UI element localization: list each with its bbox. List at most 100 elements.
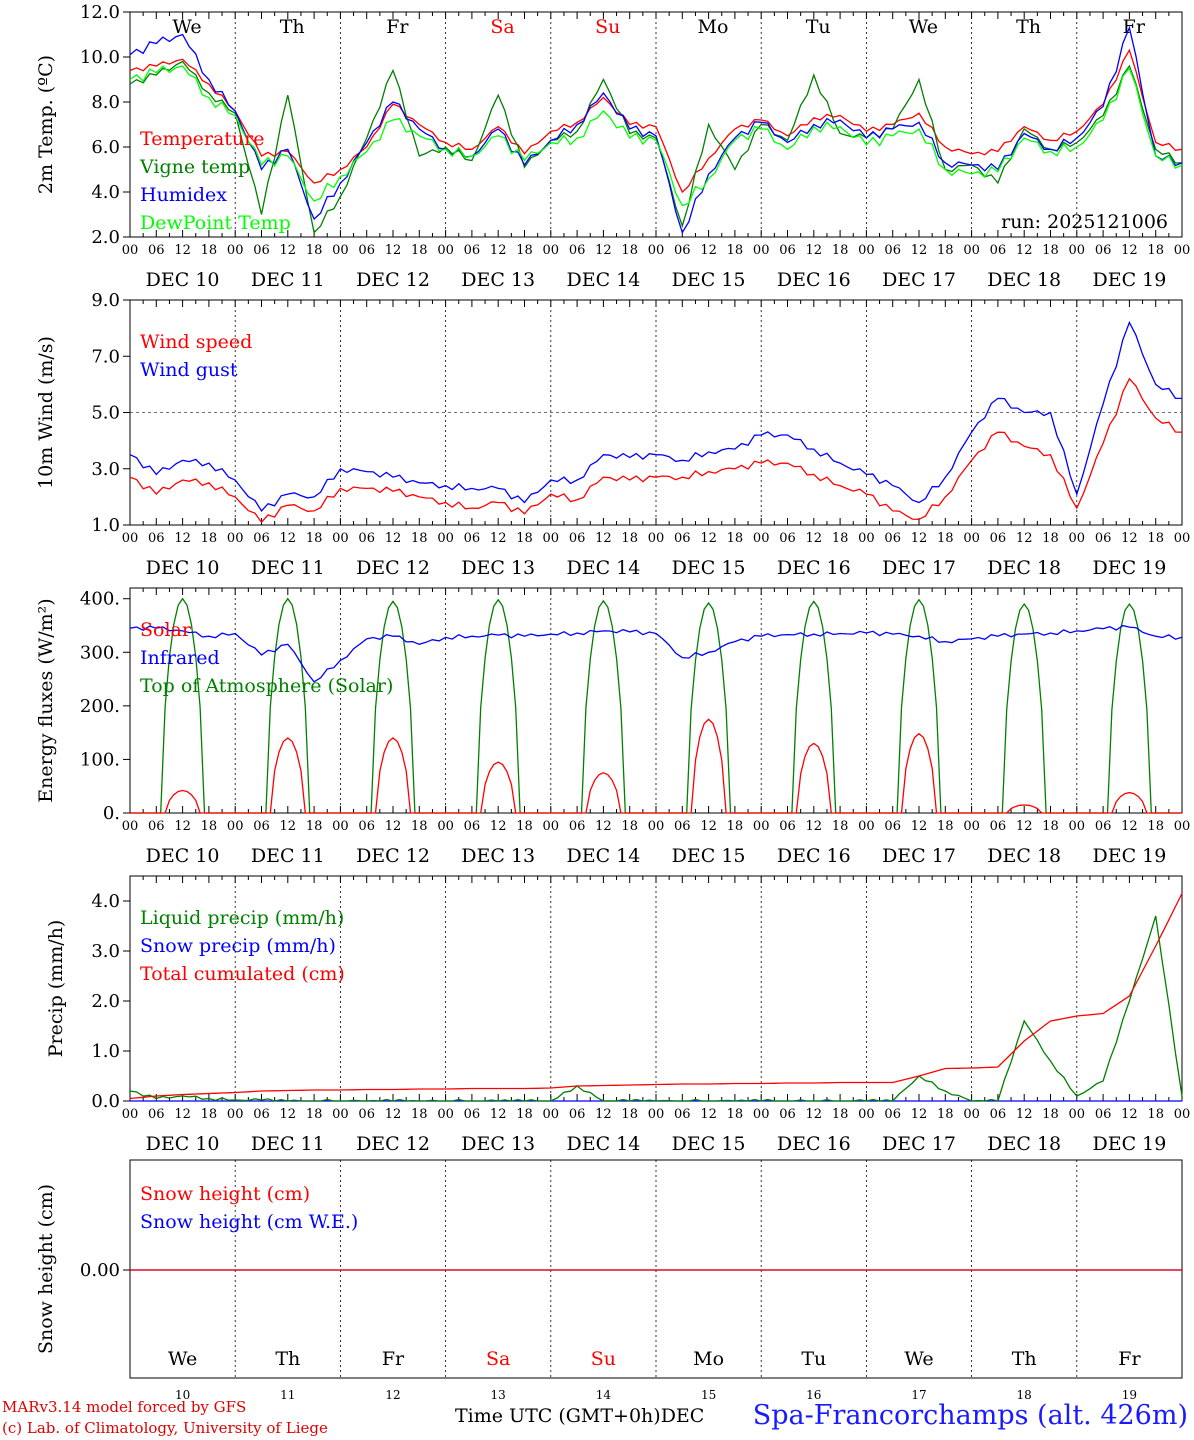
x-tick-label: 12 (385, 819, 402, 834)
legend-snow-precip-mm-h-: Snow precip (mm/h) (140, 935, 336, 957)
x-tick-label: 06 (569, 819, 586, 834)
x-tick-label: 18 (727, 819, 744, 834)
solar-series (130, 718, 1182, 814)
y-tick-label: 10.0 (80, 47, 120, 68)
y-tick-label: 2.0 (91, 991, 120, 1012)
date-label: DEC 10 (146, 557, 220, 579)
x-tick-label: 18 (727, 243, 744, 258)
x-tick-label: 06 (990, 1107, 1007, 1122)
weekday-label: Fr (386, 16, 409, 38)
x-tick-label: 00 (332, 1107, 349, 1122)
wind-series-1 (129, 377, 1183, 524)
weekday-label: Th (280, 16, 305, 38)
x-tick-label: 00 (122, 243, 139, 258)
x-tick-label: 00 (1174, 819, 1191, 834)
legend-wind-speed: Wind speed (140, 331, 252, 353)
legend-liquid-precip-mm-h-: Liquid precip (mm/h) (140, 907, 344, 929)
x-tick-label: 00 (227, 1107, 244, 1122)
date-label: DEC 19 (1092, 557, 1166, 579)
x-tick-label: 00 (648, 1107, 665, 1122)
x-tick-label: 12 (385, 1107, 402, 1122)
y-tick-label: 0.00 (80, 1260, 120, 1281)
x-tick-label: 00 (1069, 1107, 1086, 1122)
weekday-label: Sa (486, 1348, 510, 1370)
x-tick-label: 00 (437, 1107, 454, 1122)
weekday-label: Tu (801, 1348, 826, 1370)
x-tick-label: 06 (253, 819, 270, 834)
date-label: DEC 13 (461, 1133, 535, 1155)
x-tick-label: 06 (464, 819, 481, 834)
x-tick-label: 06 (569, 243, 586, 258)
legend-humidex: Humidex (140, 184, 227, 206)
x-tick-label: 06 (1095, 531, 1112, 546)
x-tick-label: 00 (543, 531, 560, 546)
x-tick-label: 00 (858, 243, 875, 258)
y-tick-label: 1.0 (91, 515, 120, 536)
x-tick-label: 06 (990, 531, 1007, 546)
date-label: DEC 17 (882, 845, 956, 867)
x-tick-label: 00 (437, 243, 454, 258)
y-tick-label: 8.0 (91, 92, 120, 113)
x-tick-label: 06 (1095, 819, 1112, 834)
day-number: 19 (1122, 1388, 1137, 1402)
x-tick-label: 06 (358, 531, 375, 546)
weekday-label: Fr (382, 1348, 405, 1370)
weekday-label: Su (595, 16, 620, 38)
infrared-series (129, 624, 1183, 683)
y-tick-label: 4.0 (91, 182, 120, 203)
legend-vigne-temp: Vigne temp (139, 156, 250, 178)
x-tick-label: 06 (358, 1107, 375, 1122)
weekday-label: Sa (490, 16, 514, 38)
x-tick-label: 18 (1147, 819, 1164, 834)
x-tick-label: 00 (227, 243, 244, 258)
x-tick-label: 18 (516, 243, 533, 258)
x-tick-label: 12 (174, 243, 191, 258)
date-label: DEC 15 (672, 557, 746, 579)
x-tick-label: 18 (621, 1107, 638, 1122)
x-tick-label: 12 (280, 1107, 297, 1122)
y-tick-label: 300. (80, 642, 120, 663)
x-tick-label: 12 (595, 531, 612, 546)
x-tick-label: 00 (227, 531, 244, 546)
y-tick-label: 4.0 (91, 891, 120, 912)
x-tick-label: 18 (832, 1107, 849, 1122)
legend-top-of-atmosphere-solar-: Top of Atmosphere (Solar) (140, 675, 393, 697)
x-tick-label: 00 (963, 531, 980, 546)
x-tick-label: 12 (806, 531, 823, 546)
weekday-label: We (168, 1348, 197, 1370)
y-tick-label: 6.0 (91, 137, 120, 158)
model-credit: MARv3.14 model forced by GFS (2, 1398, 247, 1416)
legend-temperature: Temperature (140, 128, 264, 150)
y-tick-label: 12.0 (80, 2, 120, 23)
x-tick-label: 00 (543, 1107, 560, 1122)
x-tick-label: 00 (1069, 243, 1086, 258)
x-tick-label: 12 (1121, 531, 1138, 546)
x-tick-label: 18 (1042, 531, 1059, 546)
x-tick-label: 12 (595, 243, 612, 258)
x-tick-label: 06 (148, 531, 165, 546)
x-tick-label: 18 (411, 243, 428, 258)
day-number: 16 (806, 1388, 821, 1402)
date-label: DEC 14 (566, 1133, 640, 1155)
x-tick-label: 18 (832, 243, 849, 258)
date-label: DEC 13 (461, 269, 535, 291)
toa-solar-series (130, 597, 1182, 814)
x-tick-label: 00 (753, 531, 770, 546)
date-label: DEC 13 (461, 557, 535, 579)
x-tick-label: 12 (490, 243, 507, 258)
weekday-label: We (172, 16, 201, 38)
x-tick-label: 12 (911, 819, 928, 834)
date-label: DEC 14 (566, 557, 640, 579)
x-tick-label: 06 (253, 1107, 270, 1122)
temperature-series-4 (129, 65, 1183, 207)
legend-total-cumulated-cm-: Total cumulated (cm) (140, 963, 345, 985)
x-tick-label: 12 (1121, 1107, 1138, 1122)
x-tick-label: 06 (464, 531, 481, 546)
x-tick-label: 18 (937, 1107, 954, 1122)
x-tick-label: 06 (569, 531, 586, 546)
date-label: DEC 12 (356, 845, 430, 867)
x-tick-label: 06 (148, 1107, 165, 1122)
x-tick-label: 00 (858, 819, 875, 834)
day-number: 12 (385, 1388, 400, 1402)
x-tick-label: 00 (437, 531, 454, 546)
